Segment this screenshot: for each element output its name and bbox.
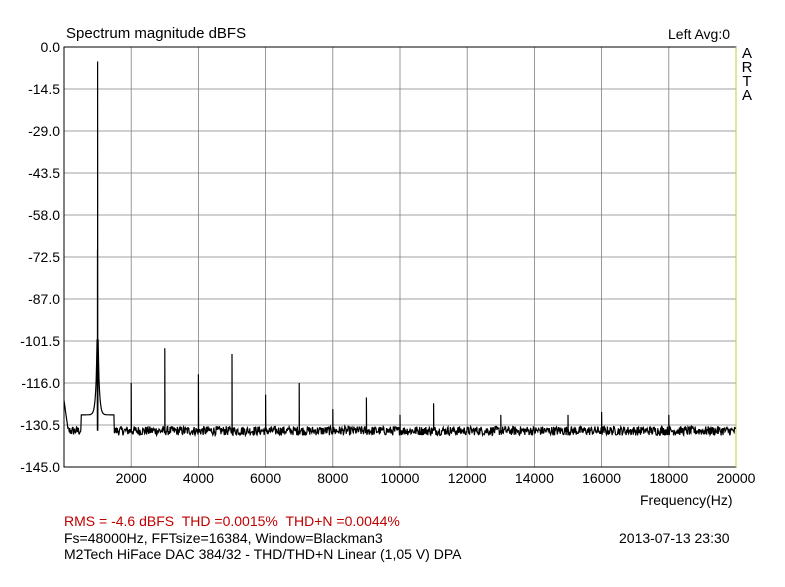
x-tick-label: 6000 xyxy=(250,470,281,486)
y-axis-ticks: 0.0 -14.5 -29.0 -43.5 -58.0 -72.5 -87.0 -101.5 -… xyxy=(20,39,60,475)
y-tick-label: 0.0 xyxy=(41,39,61,55)
x-tick-label: 10000 xyxy=(381,470,420,486)
x-tick-label: 2000 xyxy=(116,470,147,486)
rms-readout: RMS = -4.6 dBFS xyxy=(64,513,175,529)
y-tick-label: -72.5 xyxy=(28,249,60,265)
x-tick-label: 8000 xyxy=(317,470,348,486)
y-tick-label: -14.5 xyxy=(28,81,60,97)
x-tick-label: 12000 xyxy=(448,470,487,486)
y-tick-label: -29.0 xyxy=(28,123,60,139)
y-tick-label: -145.0 xyxy=(20,459,60,475)
y-tick-label: -43.5 xyxy=(28,165,60,181)
plot-grid xyxy=(64,47,736,467)
channel-average-label: Left Avg:0 xyxy=(668,26,731,42)
y-tick-label: -101.5 xyxy=(20,333,60,349)
thdn-readout: THD+N =0.0044% xyxy=(285,513,400,529)
brand-letter: A xyxy=(741,87,752,104)
spectrum-trace xyxy=(63,61,737,438)
y-tick-label: -87.0 xyxy=(28,291,60,307)
x-axis-ticks: 2000 4000 6000 8000 10000 12000 14000 16000 1800… xyxy=(116,470,756,486)
y-tick-label: -130.5 xyxy=(20,417,60,433)
measurement-stats: RMS = -4.6 dBFS THD =0.0015% THD+N =0.00… xyxy=(64,513,404,529)
x-tick-label: 20000 xyxy=(717,470,756,486)
x-tick-label: 18000 xyxy=(649,470,688,486)
timestamp: 2013-07-13 23:30 xyxy=(619,530,730,546)
x-tick-label: 14000 xyxy=(515,470,554,486)
y-tick-label: -116.0 xyxy=(21,375,60,391)
thd-readout: THD =0.0015% xyxy=(181,513,278,529)
device-description: M2Tech HiFace DAC 384/32 - THD/THD+N Lin… xyxy=(64,546,462,562)
x-tick-label: 16000 xyxy=(582,470,621,486)
arta-brand: A R T A xyxy=(740,45,754,104)
y-tick-label: -58.0 xyxy=(28,207,60,223)
brand-letter: R xyxy=(741,59,753,76)
x-axis-title: Frequency(Hz) xyxy=(640,492,733,508)
brand-letter: A xyxy=(741,45,752,62)
brand-letter: T xyxy=(742,73,752,90)
x-tick-label: 4000 xyxy=(183,470,214,486)
fft-parameters: Fs=48000Hz, FFTsize=16384, Window=Blackm… xyxy=(64,530,383,546)
chart-title: Spectrum magnitude dBFS xyxy=(66,25,247,42)
